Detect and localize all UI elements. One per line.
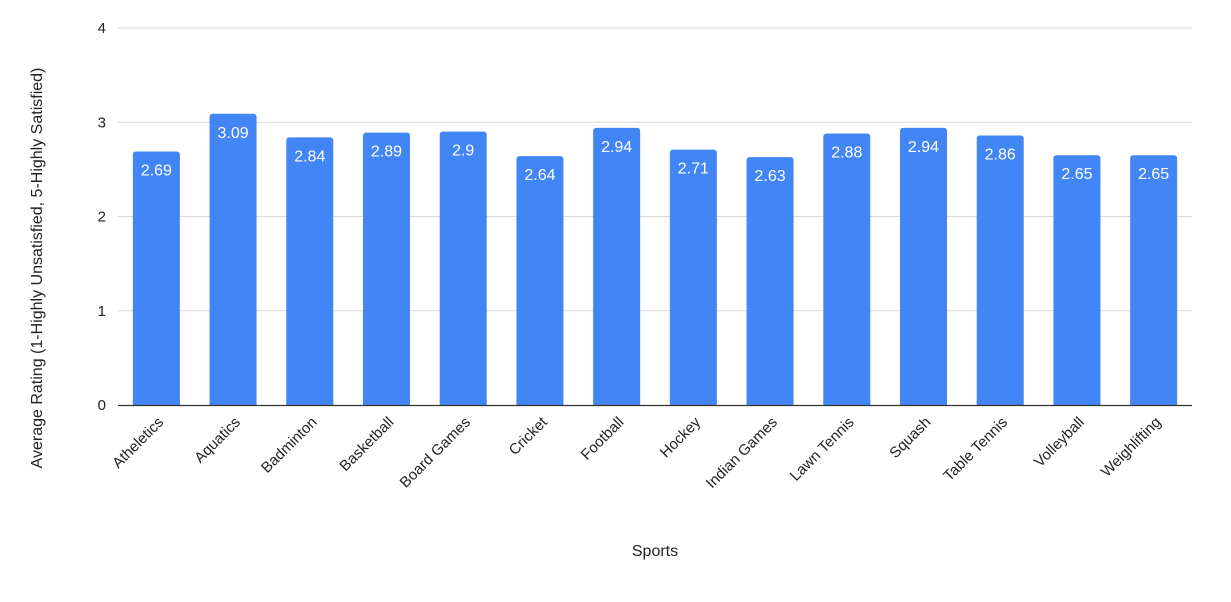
- bar-base: [746, 401, 794, 405]
- x-tick-label: Lawn Tennis: [787, 414, 858, 485]
- bar-squash: [900, 127, 947, 405]
- data-label: 2.88: [831, 145, 862, 162]
- data-label: 2.89: [371, 144, 402, 161]
- bar-weighlifting: [1130, 155, 1178, 405]
- x-tick-label: Volleyball: [1031, 414, 1088, 471]
- bar-lawn-tennis: [823, 133, 871, 405]
- x-axis-ticks: Atheletics Aquatics Badminton Basketball Boa…: [109, 413, 1164, 492]
- bar-base: [823, 401, 871, 405]
- bar-base: [593, 401, 641, 405]
- y-axis-title: Average Rating (1-Highly Unsatisfied, 5-…: [29, 68, 46, 469]
- bar-base: [209, 401, 257, 405]
- bar-base: [439, 401, 487, 405]
- x-tick-label: Basketball: [336, 414, 397, 475]
- data-label: 3.09: [218, 125, 249, 142]
- bar-table-tennis: [976, 135, 1024, 405]
- data-label: 2.65: [1138, 166, 1169, 183]
- y-tick-label: 2: [98, 209, 106, 226]
- bar-base: [900, 401, 947, 405]
- y-axis-ticks: 0 1 2 3 4: [98, 20, 106, 414]
- bar-badminton: [286, 137, 334, 405]
- x-tick-label: Cricket: [506, 413, 552, 459]
- data-label: 2.9: [452, 143, 474, 160]
- x-tick-label: Badminton: [258, 414, 321, 477]
- bar-base: [363, 401, 410, 405]
- bar-football: [593, 127, 641, 405]
- x-axis-title: Sports: [632, 543, 678, 560]
- bar-aquatics: [209, 113, 257, 405]
- x-tick-label: Atheletics: [109, 414, 167, 472]
- data-label: 2.71: [678, 161, 709, 178]
- bar-basketball: [363, 132, 410, 405]
- data-label: 2.94: [908, 139, 939, 156]
- data-label: 2.86: [985, 146, 1016, 163]
- bar-hockey: [669, 149, 717, 405]
- x-tick-label: Football: [578, 414, 628, 464]
- bar-base: [1130, 401, 1178, 405]
- bar-base: [132, 401, 180, 405]
- bar-atheletics: [132, 151, 180, 405]
- data-label: 2.84: [294, 148, 325, 165]
- bar-cricket: [516, 156, 564, 405]
- bar-base: [669, 401, 717, 405]
- x-tick-label: Hockey: [657, 413, 705, 461]
- x-tick-label: Aquatics: [191, 414, 244, 467]
- bar-base: [286, 401, 334, 405]
- y-tick-label: 1: [98, 303, 106, 320]
- bar-base: [516, 401, 564, 405]
- x-tick-label: Squash: [886, 414, 934, 462]
- bar-volleyball: [1053, 155, 1101, 405]
- bar-board-games: [439, 131, 487, 406]
- data-label: 2.65: [1061, 166, 1092, 183]
- bar-base: [976, 401, 1024, 405]
- data-label: 2.63: [755, 168, 786, 185]
- data-labels: 2.69 3.09 2.84 2.89 2.9 2.64 2.94 2.71 2.63 2.88 2…: [141, 125, 1170, 185]
- bar-base: [1053, 401, 1101, 405]
- x-tick-label: Indian Games: [703, 414, 781, 492]
- y-tick-label: 3: [98, 114, 106, 131]
- data-label: 2.94: [601, 139, 632, 156]
- bar-indian-games: [746, 157, 794, 405]
- x-tick-label: Weighlifting: [1098, 414, 1165, 481]
- y-tick-label: 4: [98, 20, 106, 37]
- y-tick-label: 0: [98, 397, 106, 414]
- data-label: 2.64: [524, 167, 555, 184]
- data-label: 2.69: [141, 162, 172, 179]
- x-tick-label: Table Tennis: [940, 414, 1011, 485]
- gridlines: [118, 27, 1192, 312]
- x-tick-label: Board Games: [397, 414, 474, 491]
- bars: [132, 113, 1178, 406]
